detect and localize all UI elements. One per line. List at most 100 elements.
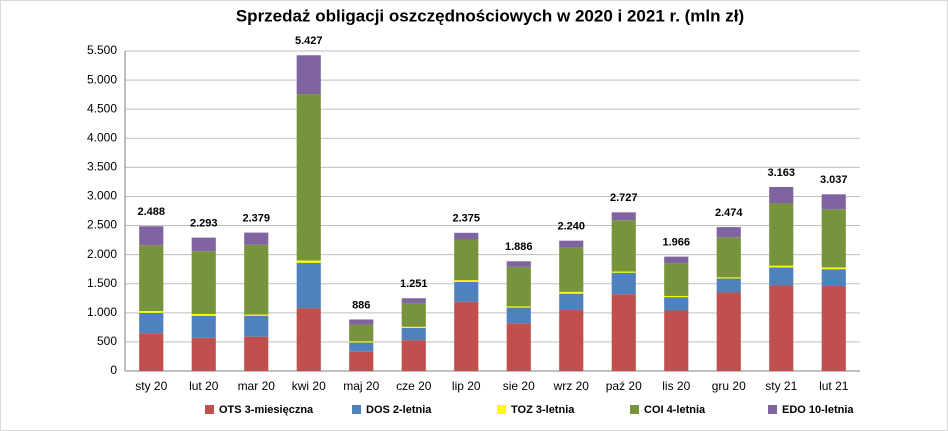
- bar-segment: [506, 307, 531, 324]
- bar-segment: [716, 292, 741, 371]
- total-label: 2.375: [452, 213, 480, 225]
- bar-segment: [506, 261, 531, 267]
- bar-segment: [296, 94, 321, 261]
- total-label: 2.293: [190, 217, 218, 229]
- bar-segment: [559, 293, 584, 310]
- total-label: 2.727: [610, 192, 638, 204]
- bar-segment: [244, 232, 269, 245]
- bar-segment: [349, 319, 374, 325]
- bar-segment: [769, 265, 794, 268]
- bar-segment: [454, 280, 479, 282]
- bar-segment: [191, 337, 216, 371]
- bar-segment: [611, 220, 636, 272]
- y-tick-label: 0: [110, 363, 117, 377]
- bar-segment: [139, 333, 164, 371]
- bar-segment: [664, 263, 689, 296]
- bar-segment: [611, 294, 636, 371]
- x-tick-label: maj 20: [343, 379, 379, 393]
- bar-segment: [506, 323, 531, 371]
- x-tick-label: kwi 20: [292, 379, 326, 393]
- bar-segment: [769, 203, 794, 266]
- total-label: 5.427: [295, 35, 323, 47]
- bar-segment: [716, 227, 741, 238]
- bar-segment: [664, 295, 689, 298]
- bar-segment: [821, 194, 846, 210]
- bar-segment: [821, 269, 846, 287]
- bar-segment: [139, 245, 164, 312]
- legend-swatch: [768, 405, 777, 414]
- bar-segment: [769, 285, 794, 371]
- bar-segment: [296, 260, 321, 263]
- y-tick-label: 5.000: [87, 72, 117, 86]
- bar-segment: [664, 256, 689, 264]
- bar-segment: [611, 212, 636, 221]
- bar-segment: [559, 291, 584, 294]
- legend-label: EDO 10-letnia: [782, 404, 854, 416]
- bar-segment: [559, 247, 584, 292]
- total-label: 1.251: [400, 278, 428, 290]
- bar-segment: [401, 340, 426, 371]
- y-tick-label: 2.000: [87, 247, 117, 261]
- bar-segment: [244, 314, 269, 316]
- legend-label: DOS 2-letnia: [366, 404, 432, 416]
- x-tick-label: sie 20: [503, 379, 535, 393]
- total-label: 2.240: [557, 221, 585, 233]
- bar-segment: [559, 240, 584, 248]
- bar-segment: [139, 311, 164, 313]
- bar-segment: [716, 277, 741, 279]
- bar-segment: [296, 262, 321, 309]
- bar-segment: [296, 308, 321, 371]
- y-tick-label: 5.500: [87, 43, 117, 57]
- legend-label: TOZ 3-letnia: [511, 404, 575, 416]
- bar-segment: [611, 272, 636, 295]
- bar-segment: [664, 297, 689, 311]
- x-tick-label: lut 21: [819, 379, 849, 393]
- x-tick-label: wrz 20: [553, 379, 590, 393]
- legend-label: OTS 3-miesięczna: [219, 404, 314, 416]
- x-tick-label: paź 20: [606, 379, 642, 393]
- bar-segment: [401, 327, 426, 341]
- y-tick-label: 4.500: [87, 101, 117, 115]
- bar-segment: [349, 342, 374, 352]
- bar-segment: [716, 278, 741, 293]
- bar-segment: [401, 326, 426, 328]
- x-tick-label: sty 21: [765, 379, 797, 393]
- legend-swatch: [497, 405, 506, 414]
- x-tick-label: lut 20: [189, 379, 219, 393]
- total-label: 3.037: [820, 174, 848, 186]
- bar-segment: [664, 310, 689, 371]
- bar-segment: [139, 226, 164, 246]
- x-tick-label: sty 20: [135, 379, 167, 393]
- chart-title: Sprzedaż obligacji oszczędnościowych w 2…: [236, 6, 744, 25]
- total-label: 1.886: [505, 241, 533, 253]
- bar-segment: [191, 237, 216, 252]
- x-tick-label: gru 20: [712, 379, 746, 393]
- x-tick-label: mar 20: [238, 379, 276, 393]
- y-tick-label: 3.500: [87, 160, 117, 174]
- bar-segment: [244, 315, 269, 337]
- bar-segment: [716, 237, 741, 278]
- bar-segment: [821, 286, 846, 371]
- x-tick-label: cze 20: [396, 379, 432, 393]
- bar-segment: [191, 313, 216, 316]
- bar-segment: [191, 251, 216, 314]
- bar-segment: [506, 266, 531, 307]
- total-label: 1.966: [662, 237, 690, 249]
- x-tick-label: lis 20: [662, 379, 690, 393]
- bar-segment: [611, 271, 636, 273]
- bar-segment: [349, 341, 374, 343]
- legend-swatch: [352, 405, 361, 414]
- bar-segment: [349, 351, 374, 371]
- total-label: 2.474: [715, 207, 743, 219]
- bar-segment: [769, 186, 794, 204]
- y-tick-label: 4.000: [87, 130, 117, 144]
- total-label: 2.488: [137, 206, 165, 218]
- legend-swatch: [205, 405, 214, 414]
- legend-swatch: [630, 405, 639, 414]
- y-tick-label: 1.500: [87, 276, 117, 290]
- bar-segment: [454, 239, 479, 281]
- y-tick-label: 500: [97, 334, 117, 348]
- bar-segment: [349, 324, 374, 342]
- bar-segment: [454, 301, 479, 371]
